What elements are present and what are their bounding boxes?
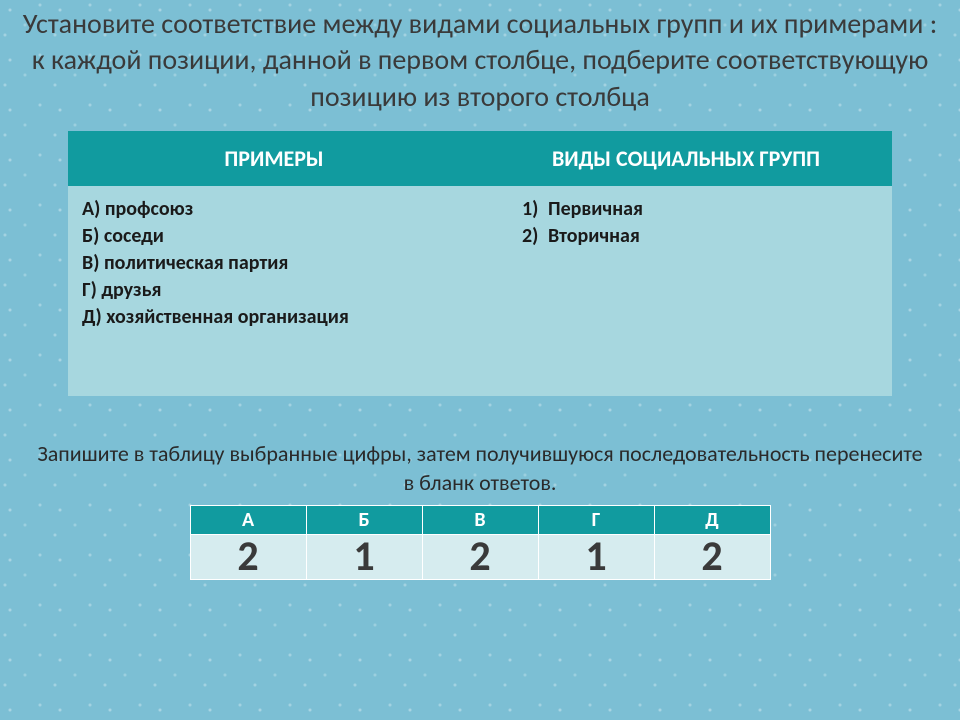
slide-title: Установите соответствие между видами соц… bbox=[0, 0, 960, 125]
col-header-types: ВИДЫ СОЦИАЛЬНЫХ ГРУПП bbox=[480, 131, 892, 186]
cell-types: 1)Первичная 2)Вторичная bbox=[480, 186, 892, 396]
answer-value: 2 bbox=[190, 535, 306, 580]
answer-table: А Б В Г Д 2 1 2 1 2 bbox=[190, 505, 771, 580]
example-item: А) профсоюз bbox=[82, 196, 466, 223]
example-item: Д) хозяйственная организация bbox=[82, 304, 466, 331]
example-item: Б) соседи bbox=[82, 223, 466, 250]
type-option: 1)Первичная bbox=[522, 196, 878, 223]
answer-value: 1 bbox=[306, 535, 422, 580]
cell-examples: А) профсоюз Б) соседи В) политическая па… bbox=[68, 186, 480, 396]
answer-value: 1 bbox=[538, 535, 654, 580]
example-item: В) политическая партия bbox=[82, 250, 466, 277]
instruction-caption: Запишите в таблицу выбранные цифры, зате… bbox=[0, 440, 960, 497]
example-item: Г) друзья bbox=[82, 277, 466, 304]
type-option: 2)Вторичная bbox=[522, 223, 878, 250]
answer-value: 2 bbox=[422, 535, 538, 580]
main-matching-table: ПРИМЕРЫ ВИДЫ СОЦИАЛЬНЫХ ГРУПП А) профсою… bbox=[68, 131, 892, 396]
col-header-examples: ПРИМЕРЫ bbox=[68, 131, 480, 186]
answer-value: 2 bbox=[654, 535, 770, 580]
